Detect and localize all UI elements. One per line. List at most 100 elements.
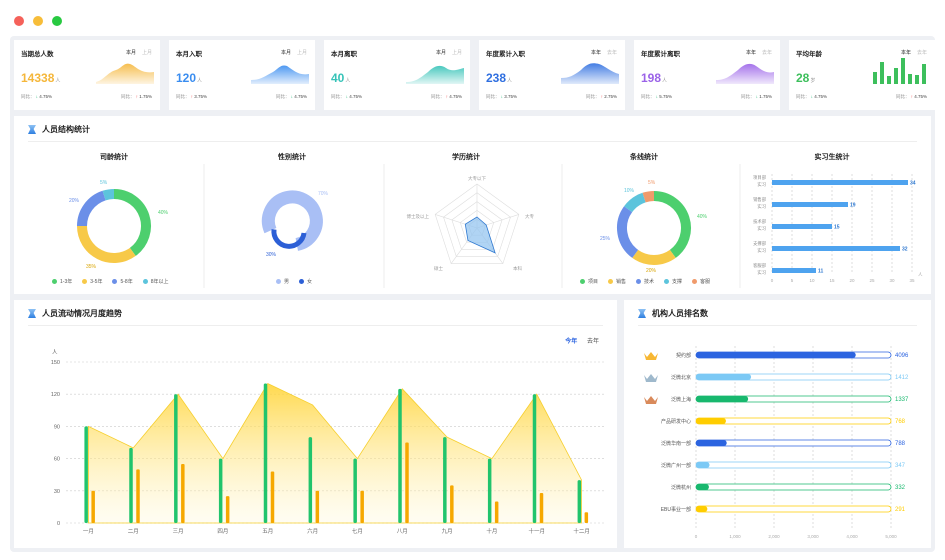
ranking-chart: 0 1,000 2,000 3,000 4,000 5,000 契约部 4096 泛微北京 141… <box>644 346 909 539</box>
bar-track <box>695 505 892 513</box>
kpi-sparkline <box>251 65 309 84</box>
period-current[interactable]: 本月 <box>435 50 446 56</box>
period-current[interactable]: 本年 <box>590 50 601 56</box>
legend-item[interactable]: 销售 <box>608 278 626 285</box>
maximize-dot[interactable] <box>52 16 62 26</box>
x-tick-label: 4,000 <box>846 534 858 539</box>
line-pct: 5% <box>648 180 656 186</box>
period-previous[interactable]: 去年 <box>761 50 772 56</box>
tenure-pct: 40% <box>158 210 169 216</box>
bar-entry <box>532 394 537 523</box>
radar-grid <box>434 183 520 264</box>
kpi-card: 当期总人数 本月 上月 14338人 同比： ↓ 4.75% 同比： ↑ 1.75… <box>14 40 160 110</box>
category-label: 客服部 <box>753 262 767 269</box>
legend-item[interactable]: 1-3年 <box>52 278 72 285</box>
kpi-card: 年度累计入职 本年 去年 238人 同比： ↓ 3.75% 同比： ↑ 2.75% <box>479 40 625 110</box>
legend-item[interactable]: 技术 <box>636 278 654 285</box>
tab-last-year[interactable]: 去年 <box>586 339 599 345</box>
ranking-title: 机构人员排名数 <box>638 308 708 319</box>
y-unit-label: 人 <box>52 349 58 356</box>
close-dot[interactable] <box>14 16 24 26</box>
period-current[interactable]: 本月 <box>125 50 136 56</box>
gender-title: 性别统计 <box>278 154 306 161</box>
legend-item[interactable]: 男 <box>276 278 289 285</box>
kpi-period-toggle: 本月 上月 <box>126 49 152 56</box>
bar-exit <box>450 485 454 523</box>
tenure-title: 司龄统计 <box>100 154 128 161</box>
kpi-sparkline <box>561 63 619 84</box>
legend-item[interactable]: 5-8年 <box>112 278 133 285</box>
line-pct: 20% <box>646 268 657 274</box>
period-previous[interactable]: 上月 <box>296 50 307 56</box>
period-previous[interactable]: 去年 <box>606 50 617 56</box>
legend-item[interactable]: 女 <box>299 278 312 285</box>
bar-entry <box>443 437 447 523</box>
x-tick-label: 九月 <box>442 527 453 535</box>
x-tick-label: 5,000 <box>885 534 897 539</box>
x-unit-label: 人 <box>918 272 923 277</box>
legend-item[interactable]: 支撑 <box>664 278 682 285</box>
tenure-slice <box>77 190 106 227</box>
line-legend: 项目 销售 技术 支撑 客服 <box>580 278 710 285</box>
bar-exit <box>136 469 140 523</box>
spark-bar <box>901 58 905 84</box>
period-previous[interactable]: 上月 <box>451 50 462 56</box>
arrow-down-icon: ↓ <box>810 94 814 99</box>
legend-marker <box>276 279 281 285</box>
category-label: 项目部 <box>753 174 767 181</box>
bar-exit <box>494 501 499 523</box>
period-current[interactable]: 本年 <box>900 50 911 56</box>
radar-axis-label: 本科 <box>513 265 522 272</box>
gender-slice <box>271 229 307 249</box>
spark-area <box>561 63 619 84</box>
minimize-dot[interactable] <box>33 16 43 26</box>
legend-item[interactable]: 客服 <box>692 278 710 285</box>
x-tick-label: 四月 <box>217 528 228 535</box>
category-label: 技术部 <box>753 218 767 225</box>
data-label: 347 <box>895 463 906 469</box>
kpi-title: 本月入职 <box>176 51 202 58</box>
x-tick-label: 五月 <box>262 528 273 535</box>
structure-title: 人员结构统计 <box>28 124 90 135</box>
category-label: 销售部 <box>753 196 767 203</box>
category-label: 实习 <box>757 181 766 188</box>
bar-entry <box>353 458 357 523</box>
section-icon <box>28 125 36 134</box>
legend-marker <box>82 279 88 285</box>
y-tick-label: 120 <box>51 392 60 398</box>
period-current[interactable]: 本月 <box>280 50 291 56</box>
y-tick-label: 0 <box>57 521 60 527</box>
window-controls <box>14 16 62 26</box>
kpi-title: 年度累计入职 <box>486 51 525 58</box>
arrow-down-icon: ↓ <box>345 94 349 99</box>
tab-this-year[interactable]: 今年 <box>565 339 578 345</box>
kpi-value: 238人 <box>486 71 513 85</box>
legend-marker <box>52 279 57 285</box>
bar-exit <box>405 442 409 523</box>
period-previous[interactable]: 上月 <box>141 50 152 56</box>
kpi-sparkline <box>96 63 154 84</box>
data-label: 1412 <box>895 375 909 381</box>
tenure-slice <box>77 225 136 263</box>
bar-exit <box>360 490 364 523</box>
legend-item[interactable]: 8年以上 <box>142 278 168 285</box>
period-current[interactable]: 本年 <box>745 50 756 56</box>
bar-exit <box>225 496 230 523</box>
x-tick-label: 25 <box>869 278 875 283</box>
legend-item[interactable]: 项目 <box>580 278 598 285</box>
x-tick-label: 0 <box>771 278 774 283</box>
legend-marker <box>692 279 698 285</box>
period-previous[interactable]: 去年 <box>916 50 927 56</box>
x-tick-label: 七月 <box>352 527 363 535</box>
radar-grid <box>451 201 503 250</box>
dashboard: 当期总人数 本月 上月 14338人 同比： ↓ 4.75% 同比： ↑ 1.75… <box>10 36 935 552</box>
category-label: 泛微华南一部 <box>661 440 691 447</box>
arrow-down-icon: ↓ <box>35 94 39 99</box>
category-label: 泛微北京 <box>671 374 691 381</box>
x-tick-label: 15 <box>829 278 835 283</box>
spark-area <box>406 65 464 84</box>
legend-item[interactable]: 3-5年 <box>82 278 102 285</box>
spark-bar <box>894 68 898 84</box>
bar-entry <box>308 437 313 523</box>
